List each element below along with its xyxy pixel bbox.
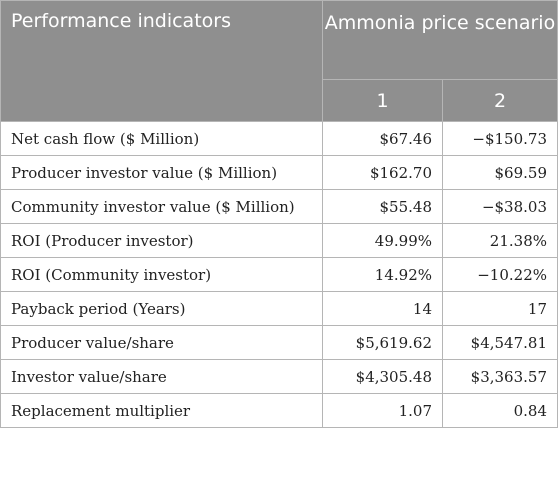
table-row: Net cash flow ($ Million) $67.46 −$150.7… bbox=[0, 121, 558, 156]
row-label: Producer value/share bbox=[0, 325, 323, 360]
scenario-1-value: 14 bbox=[322, 291, 443, 326]
scenario-1-value: $4,305.48 bbox=[322, 359, 443, 394]
scenario-1-value: 49.99% bbox=[322, 223, 443, 258]
table-row: ROI (Producer investor) 49.99% 21.38% bbox=[0, 223, 558, 258]
scenario-2-value: $4,547.81 bbox=[442, 325, 558, 360]
table-header: Performance indicators Ammonia price sce… bbox=[0, 0, 558, 122]
row-label: ROI (Community investor) bbox=[0, 257, 323, 292]
scenario-2-value: $69.59 bbox=[442, 155, 558, 190]
table-body: Net cash flow ($ Million) $67.46 −$150.7… bbox=[0, 121, 558, 428]
row-label: Replacement multiplier bbox=[0, 393, 323, 428]
header-ammonia-price-scenario: Ammonia price scenario bbox=[322, 0, 558, 80]
scenario-2-value: −10.22% bbox=[442, 257, 558, 292]
header-scenario-2: 2 bbox=[442, 79, 558, 122]
scenario-2-value: −$38.03 bbox=[442, 189, 558, 224]
table-row: Producer investor value ($ Million) $162… bbox=[0, 155, 558, 190]
table-row: Replacement multiplier 1.07 0.84 bbox=[0, 393, 558, 428]
table-row: Payback period (Years) 14 17 bbox=[0, 291, 558, 326]
table-row: ROI (Community investor) 14.92% −10.22% bbox=[0, 257, 558, 292]
scenario-1-value: $162.70 bbox=[322, 155, 443, 190]
row-label: Payback period (Years) bbox=[0, 291, 323, 326]
table-row: Community investor value ($ Million) $55… bbox=[0, 189, 558, 224]
scenario-1-value: $67.46 bbox=[322, 121, 443, 156]
scenario-2-value: 21.38% bbox=[442, 223, 558, 258]
scenario-2-value: $3,363.57 bbox=[442, 359, 558, 394]
performance-table: Performance indicators Ammonia price sce… bbox=[0, 0, 558, 428]
row-label: Investor value/share bbox=[0, 359, 323, 394]
scenario-1-value: 14.92% bbox=[322, 257, 443, 292]
table-row: Investor value/share $4,305.48 $3,363.57 bbox=[0, 359, 558, 394]
table-row: Producer value/share $5,619.62 $4,547.81 bbox=[0, 325, 558, 360]
row-label: Producer investor value ($ Million) bbox=[0, 155, 323, 190]
scenario-2-value: 0.84 bbox=[442, 393, 558, 428]
header-performance-indicators: Performance indicators bbox=[0, 0, 323, 122]
scenario-2-value: 17 bbox=[442, 291, 558, 326]
row-label: ROI (Producer investor) bbox=[0, 223, 323, 258]
header-scenario-1: 1 bbox=[322, 79, 443, 122]
scenario-1-value: 1.07 bbox=[322, 393, 443, 428]
scenario-1-value: $5,619.62 bbox=[322, 325, 443, 360]
scenario-2-value: −$150.73 bbox=[442, 121, 558, 156]
row-label: Community investor value ($ Million) bbox=[0, 189, 323, 224]
scenario-1-value: $55.48 bbox=[322, 189, 443, 224]
row-label: Net cash flow ($ Million) bbox=[0, 121, 323, 156]
